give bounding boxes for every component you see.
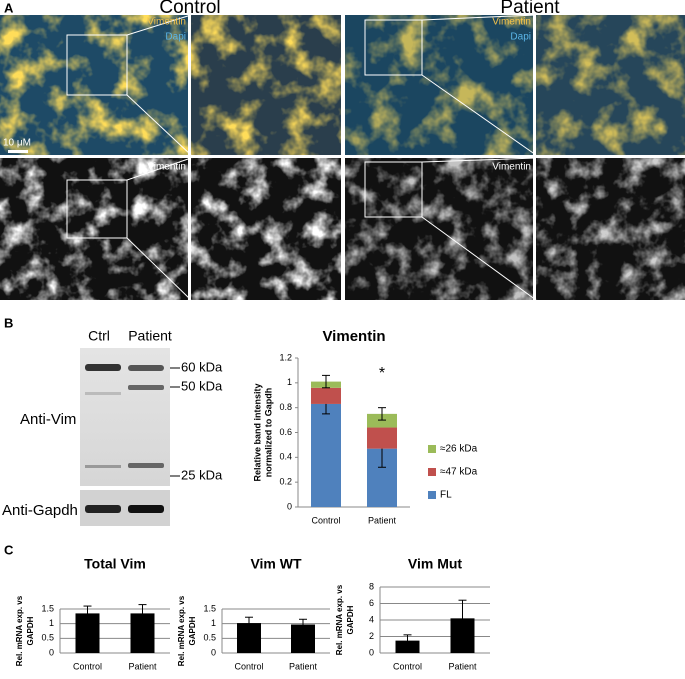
- y-axis-label: normalized to Gapdh: [263, 388, 273, 478]
- y-tick-label: 0.5: [203, 633, 216, 643]
- panel-label: C: [4, 542, 14, 557]
- x-tick-label: Patient: [289, 661, 318, 671]
- chart-title: Vimentin: [322, 328, 385, 345]
- row-label: Anti-Gapdh: [2, 502, 78, 519]
- y-tick-label: 2: [369, 631, 374, 641]
- y-tick-label: 1.2: [279, 352, 292, 362]
- y-tick-label: 8: [369, 581, 374, 591]
- legend-swatch: [428, 468, 436, 476]
- lane-label: Ctrl: [88, 328, 110, 344]
- y-tick-label: 1: [49, 618, 54, 628]
- significance: *: [379, 365, 385, 382]
- western-blot: [80, 348, 180, 526]
- bar-segment: [311, 387, 341, 404]
- x-tick-label: Control: [73, 661, 102, 671]
- legend-label: ≈26 kDa: [440, 444, 478, 455]
- chart-title: Vim Mut: [408, 556, 463, 572]
- y-tick-label: 0: [49, 647, 54, 657]
- y-tick-label: 6: [369, 598, 374, 608]
- row-label: Anti-Vim: [20, 411, 76, 428]
- lane-label: Patient: [128, 328, 172, 344]
- legend-swatch: [428, 445, 436, 453]
- channel-label: Vimentin: [147, 17, 186, 28]
- x-tick-label: Control: [234, 661, 263, 671]
- marker-label: 50 kDa: [181, 378, 223, 393]
- y-axis-label: Rel. mRNA exp. vs: [335, 584, 344, 655]
- y-axis-label: Rel. mRNA exp. vs: [177, 595, 186, 666]
- channel-label: Vimentin: [492, 162, 531, 173]
- legend-label: FL: [440, 490, 452, 501]
- bar-segment: [367, 427, 397, 449]
- condition-title: Control: [159, 0, 220, 18]
- x-tick-label: Patient: [448, 661, 477, 671]
- x-tick-label: Patient: [128, 661, 157, 671]
- channel-label: Dapi: [165, 32, 186, 43]
- y-tick-label: 0.4: [279, 452, 292, 462]
- y-tick-label: 0: [287, 501, 292, 511]
- y-tick-label: 1: [211, 618, 216, 628]
- y-tick-label: 1.5: [203, 603, 216, 613]
- y-axis-label: Rel. mRNA exp. vs: [15, 595, 24, 666]
- condition-title: Patient: [500, 0, 560, 18]
- y-tick-label: 0.5: [41, 633, 54, 643]
- legend-swatch: [428, 491, 436, 499]
- y-tick-label: 1.5: [41, 603, 54, 613]
- y-tick-label: 4: [369, 614, 374, 624]
- y-axis-label: GAPDH: [26, 616, 35, 645]
- x-tick-label: Control: [311, 515, 340, 525]
- y-axis-label: Relative band intensity: [252, 383, 262, 481]
- marker-label: 60 kDa: [181, 359, 223, 374]
- y-tick-label: 0: [211, 647, 216, 657]
- channel-label: Vimentin: [492, 17, 531, 28]
- micrographs: [0, 14, 685, 301]
- bar-segment: [367, 413, 397, 428]
- chart-title: Vim WT: [250, 556, 302, 572]
- scale-bar-label: 10 μM: [3, 138, 31, 149]
- chart-title: Total Vim: [84, 556, 146, 572]
- channel-label: Dapi: [510, 32, 531, 43]
- panel-label: A: [4, 0, 14, 15]
- channel-label: Vimentin: [147, 162, 186, 173]
- y-tick-label: 1: [287, 377, 292, 387]
- y-axis-label: GAPDH: [346, 605, 355, 634]
- y-tick-label: 0.2: [279, 477, 292, 487]
- x-tick-label: Control: [393, 661, 422, 671]
- y-tick-label: 0: [369, 647, 374, 657]
- marker-label: 25 kDa: [181, 467, 223, 482]
- panel-label: B: [4, 315, 13, 330]
- y-axis-label: GAPDH: [188, 616, 197, 645]
- y-tick-label: 0.6: [279, 427, 292, 437]
- legend-label: ≈47 kDa: [440, 467, 478, 478]
- bar-segment: [311, 403, 341, 507]
- x-tick-label: Patient: [368, 515, 397, 525]
- y-tick-label: 0.8: [279, 402, 292, 412]
